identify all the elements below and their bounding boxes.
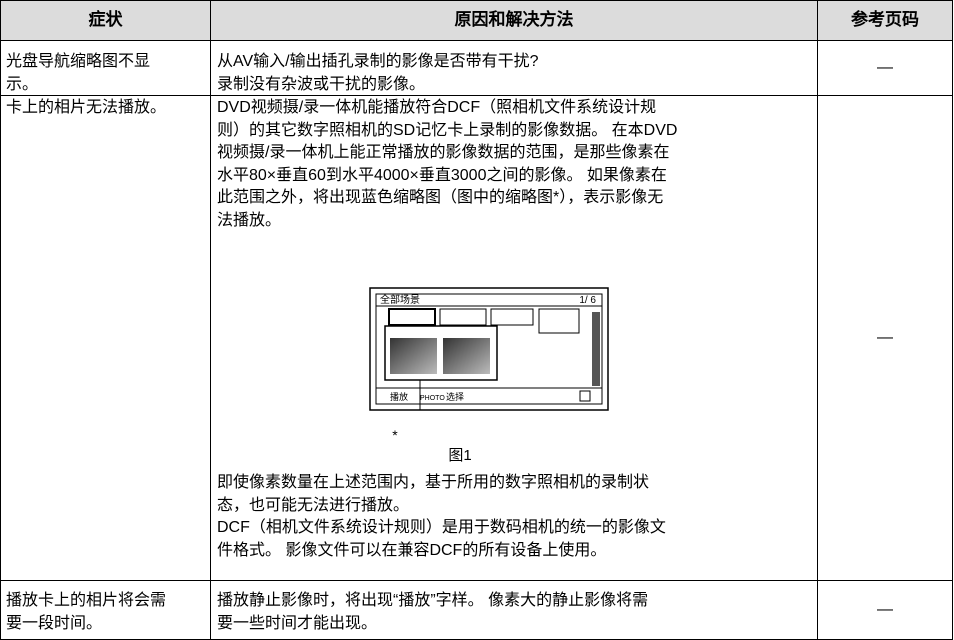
blue-thumb: [443, 338, 490, 374]
text-line: 要一段时间。: [6, 614, 103, 632]
text-line: 卡上的相片无法播放。: [6, 99, 167, 116]
text-line: 态，也可能无法进行播放。: [217, 496, 410, 514]
text-line: 要一些时间才能出现。: [217, 614, 378, 632]
thumb: [388, 308, 436, 326]
text-line: 水平80×垂直60到水平4000×垂直3000之间的影像。 如果像素在: [217, 166, 667, 184]
header-cell: [210, 0, 818, 41]
text-line: 即使像素数量在上述范围内，基于所用的数字照相机的录制状: [217, 474, 650, 491]
header-text: 参考页码: [851, 10, 919, 29]
caption: 图1: [448, 447, 471, 464]
text-line: DVD视频摄/录一体机能播放符合DCF（照相机文件系统设计规: [217, 99, 657, 116]
text-line: DCF（相机文件系统设计规则）是用于数码相机的统一的影像文: [217, 519, 666, 537]
screen-title: 全部场景: [380, 293, 420, 306]
text-line: 法播放。: [217, 212, 282, 229]
text-line: 视频摄/录一体机上能正常播放的影像数据的范围，是那些像素在: [217, 144, 670, 162]
page-ref: —: [877, 59, 893, 76]
highlight: [384, 325, 498, 381]
text-line: 从AV输入/输出插孔录制的影像是否带有干扰?: [217, 53, 539, 70]
screen: [375, 293, 603, 405]
header-text: 症状: [88, 10, 123, 29]
blue-thumb: [390, 338, 437, 374]
icon: [579, 390, 591, 402]
page-ref: —: [877, 601, 893, 618]
thumb: [439, 308, 487, 326]
text-line: 录制没有杂波或干扰的影像。: [217, 75, 426, 93]
scrollbar: [592, 312, 600, 386]
thumb: [490, 308, 534, 326]
text-line: 光盘导航缩略图不显: [6, 53, 151, 70]
text-line: 播放静止影像时，将出现“播放”字样。 像素大的静止影像将需: [217, 592, 649, 609]
header-cell: [0, 0, 211, 41]
marker: *: [392, 427, 398, 443]
text-line: 件格式。 影像文件可以在兼容DCF的所有设备上使用。: [217, 541, 607, 559]
photo-label: PHOTO: [420, 395, 445, 402]
text-line: 播放卡上的相片将会需: [6, 592, 167, 609]
counter: 1/ 6: [579, 295, 596, 306]
page-ref: —: [877, 329, 893, 346]
thumb: [538, 308, 580, 334]
select-label: 选择: [446, 391, 464, 402]
text-line: 此范围之外，将出现蓝色缩略图（图中的缩略图*），表示影像无: [217, 189, 664, 207]
play-label: 播放: [390, 391, 408, 402]
header-text: 原因和解决方法: [454, 10, 574, 29]
text-line: 示。: [6, 75, 39, 93]
text-line: 则）的其它数字照相机的SD记忆卡上录制的影像数据。 在本DVD: [217, 121, 678, 139]
